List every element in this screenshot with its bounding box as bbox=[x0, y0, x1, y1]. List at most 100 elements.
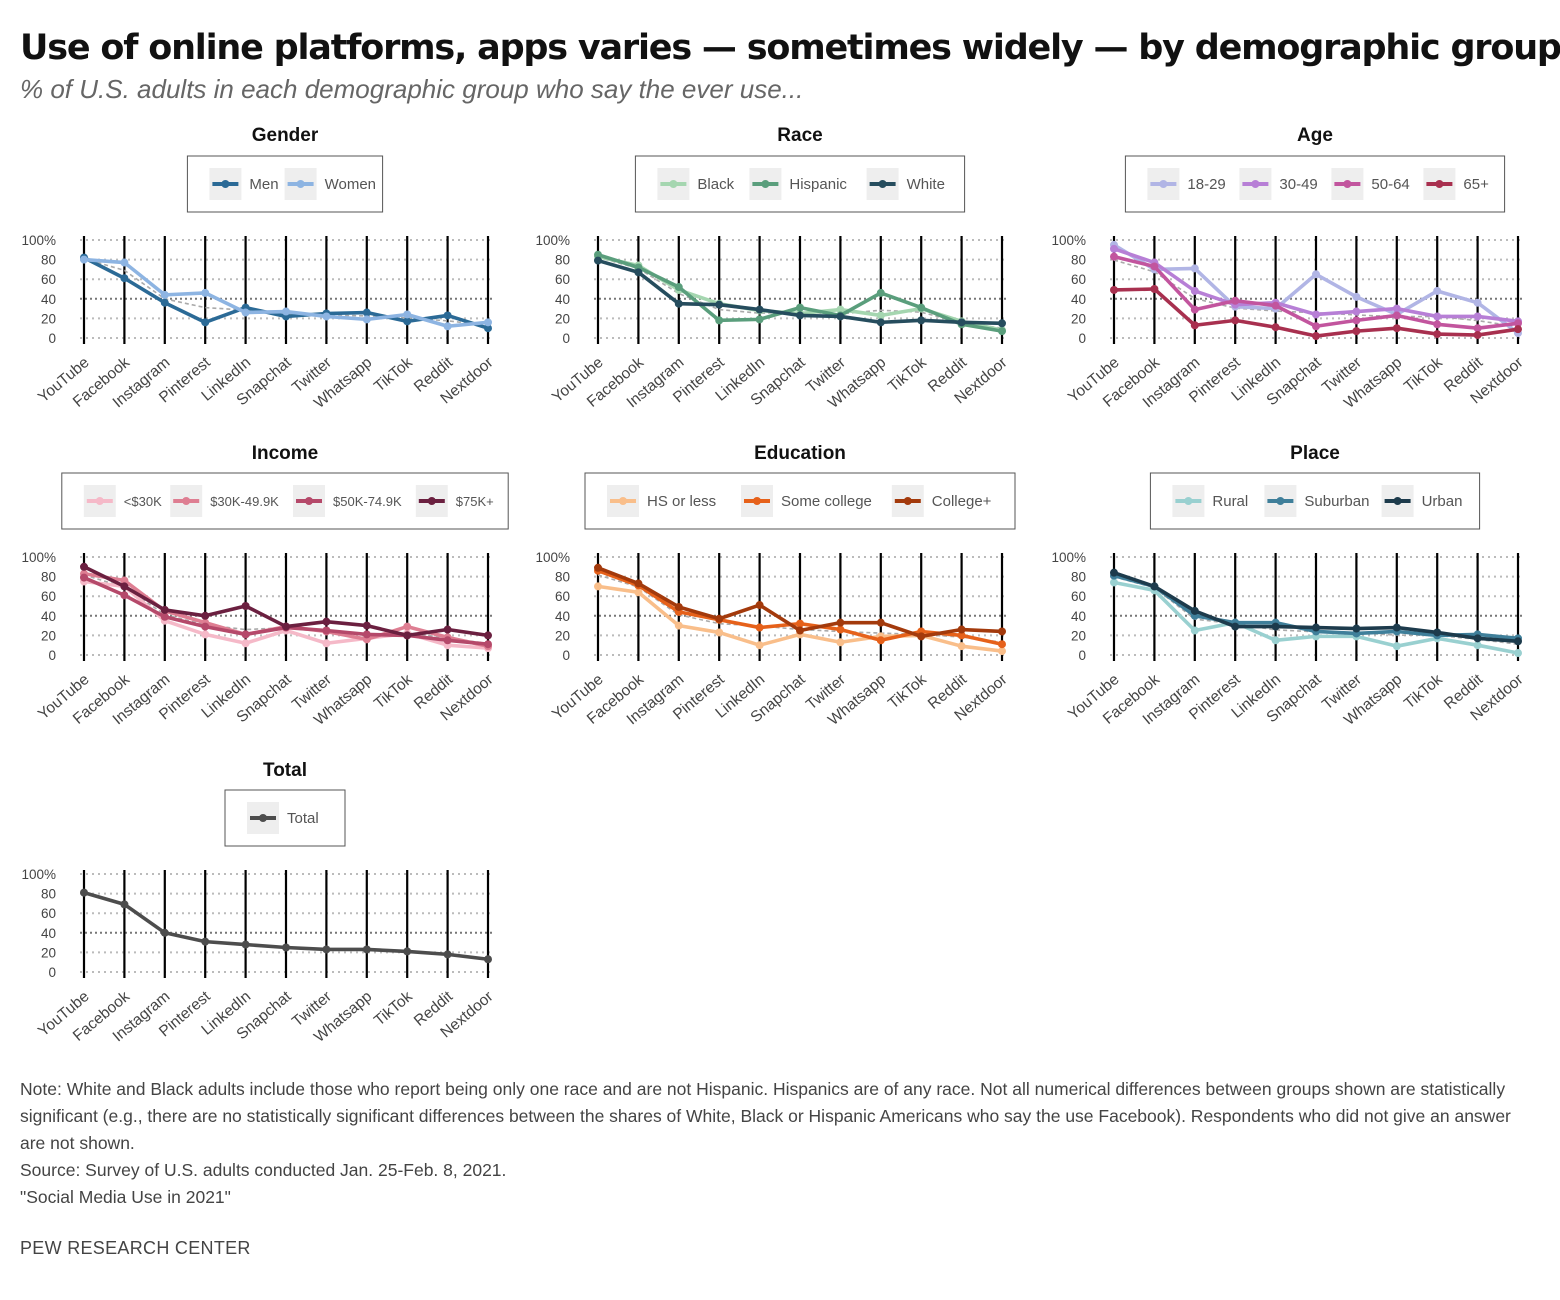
legend-label: Rural bbox=[1212, 493, 1248, 510]
data-point bbox=[634, 588, 643, 597]
data-point bbox=[1312, 322, 1320, 331]
legend-label: $50K-74.9K bbox=[333, 494, 402, 509]
data-point bbox=[876, 318, 885, 327]
data-point bbox=[322, 626, 331, 635]
data-point bbox=[1190, 264, 1199, 273]
series-Total bbox=[80, 888, 492, 964]
legend-key-dot bbox=[1276, 497, 1285, 505]
data-point bbox=[241, 630, 250, 639]
legend-label: Men bbox=[249, 176, 278, 193]
legend-key-dot bbox=[1343, 180, 1352, 188]
legend: 18-29 30-49 50-64 65+ bbox=[1124, 155, 1506, 213]
data-point bbox=[201, 622, 210, 631]
data-point bbox=[1352, 327, 1361, 336]
y-tick-label: 100% bbox=[535, 233, 570, 248]
y-tick-label: 20 bbox=[41, 311, 56, 326]
data-point bbox=[1150, 285, 1159, 293]
data-point bbox=[80, 573, 88, 582]
data-point bbox=[443, 636, 452, 645]
data-point bbox=[1190, 606, 1199, 615]
y-tick-label: 0 bbox=[1078, 648, 1086, 663]
data-point bbox=[160, 298, 169, 307]
legend: Men Women bbox=[186, 155, 384, 213]
data-point bbox=[1473, 298, 1482, 307]
y-tick-label: 80 bbox=[1071, 570, 1086, 585]
legend-label: Urban bbox=[1422, 493, 1463, 510]
data-point bbox=[715, 628, 724, 637]
legend-box bbox=[584, 472, 1016, 530]
source-text: Source: Survey of U.S. adults conducted … bbox=[20, 1160, 507, 1180]
data-point bbox=[1514, 649, 1522, 658]
data-point bbox=[796, 619, 804, 628]
y-tick-label: 60 bbox=[1071, 589, 1086, 604]
legend-key-dot bbox=[753, 497, 761, 505]
data-point bbox=[201, 318, 210, 327]
legend-label: Black bbox=[697, 176, 734, 193]
data-point bbox=[634, 268, 643, 277]
data-point bbox=[1392, 623, 1401, 632]
data-point bbox=[120, 274, 129, 283]
data-point bbox=[674, 602, 683, 611]
data-point bbox=[1352, 307, 1361, 316]
data-point bbox=[594, 250, 602, 259]
y-tick-label: 60 bbox=[555, 272, 570, 287]
data-point bbox=[1190, 321, 1199, 330]
data-point bbox=[876, 618, 885, 627]
page-title: Use of online platforms, apps varies — s… bbox=[20, 28, 1560, 68]
data-point bbox=[755, 623, 764, 632]
data-point bbox=[594, 582, 602, 591]
data-point bbox=[1473, 312, 1482, 321]
y-tick-label: 20 bbox=[555, 311, 570, 326]
legend-label: 30-49 bbox=[1279, 176, 1317, 193]
legend-label: HS or less bbox=[647, 493, 716, 510]
chart-total: TotalTotal020406080100%YouTubeFacebookIn… bbox=[21, 760, 496, 1046]
legend-key-dot bbox=[1184, 497, 1193, 505]
data-point bbox=[998, 640, 1006, 649]
data-point bbox=[201, 611, 210, 620]
legend: <$30K $30K-49.9K $50K-74.9K $75K+ bbox=[61, 472, 509, 530]
legend-key-dot bbox=[878, 180, 887, 188]
legend-key-dot bbox=[427, 497, 436, 505]
legend: HS or less Some college College+ bbox=[584, 472, 1016, 530]
legend-label: Some college bbox=[781, 493, 872, 510]
data-point bbox=[1150, 582, 1159, 591]
data-point bbox=[322, 617, 331, 626]
data-point bbox=[1514, 325, 1522, 334]
data-point bbox=[362, 630, 371, 639]
data-point bbox=[796, 626, 804, 635]
data-point bbox=[1150, 262, 1159, 271]
y-tick-label: 40 bbox=[41, 926, 56, 941]
data-point bbox=[674, 283, 683, 292]
y-tick-label: 20 bbox=[555, 628, 570, 643]
data-point bbox=[1271, 622, 1280, 631]
legend-label: $75K+ bbox=[456, 494, 494, 509]
data-point bbox=[241, 602, 250, 610]
legend-key-dot bbox=[903, 497, 912, 505]
note-text: Note: White and Black adults include tho… bbox=[20, 1079, 1511, 1153]
chart-title: Education bbox=[754, 443, 846, 464]
data-point bbox=[755, 601, 764, 610]
data-point bbox=[443, 950, 452, 959]
legend-key-dot bbox=[761, 180, 770, 188]
y-tick-label: 0 bbox=[562, 648, 570, 663]
data-point bbox=[836, 312, 845, 321]
data-point bbox=[201, 288, 210, 297]
data-point bbox=[876, 311, 885, 320]
data-point bbox=[241, 308, 250, 317]
y-tick-label: 20 bbox=[1071, 311, 1086, 326]
data-point bbox=[80, 888, 88, 897]
legend-label: Total bbox=[287, 810, 319, 827]
legend-key-dot bbox=[1435, 180, 1444, 188]
legend-key-dot bbox=[1393, 497, 1402, 505]
legend: Black Hispanic White bbox=[634, 155, 966, 213]
data-point bbox=[998, 327, 1006, 336]
series-College+ bbox=[594, 563, 1006, 641]
data-point bbox=[594, 563, 602, 572]
y-tick-label: 60 bbox=[555, 589, 570, 604]
y-tick-label: 40 bbox=[555, 609, 570, 624]
data-point bbox=[998, 319, 1006, 328]
data-point bbox=[674, 621, 683, 630]
y-tick-label: 40 bbox=[1071, 609, 1086, 624]
y-tick-label: 0 bbox=[48, 331, 56, 346]
